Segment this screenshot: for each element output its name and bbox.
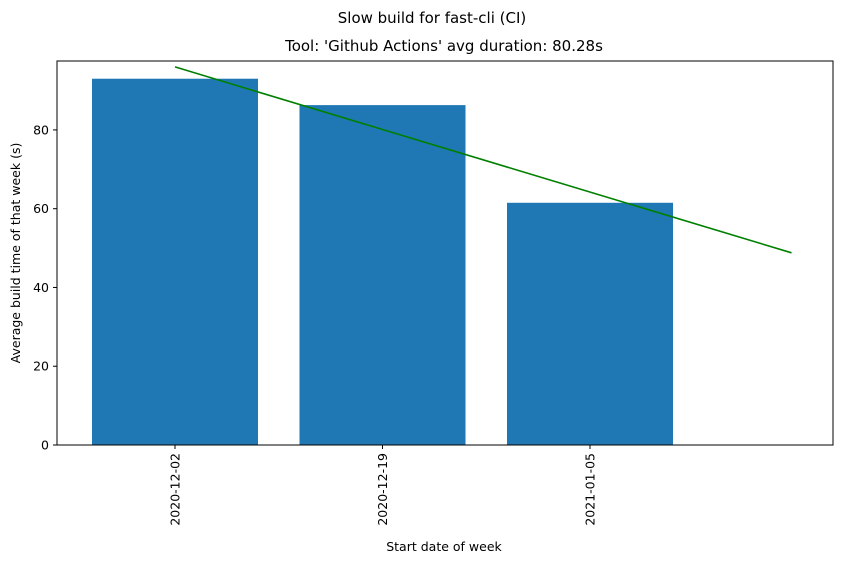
- y-tick-label-40: 40: [33, 280, 49, 295]
- y-axis-label: Average build time of that week (s): [8, 143, 23, 364]
- plot-frame: [56, 60, 834, 446]
- chart-title: Tool: 'Github Actions' avg duration: 80.…: [284, 37, 603, 55]
- y-tick-label-80: 80: [33, 122, 49, 137]
- bars-group: [92, 78, 673, 445]
- bar-2020-12-19: [299, 105, 466, 445]
- x-axis-label: Start date of week: [386, 539, 502, 554]
- bar-2021-01-05: [507, 202, 673, 445]
- trend-group: [174, 66, 792, 254]
- y-tick-label-20: 20: [33, 359, 49, 374]
- x-tick-label-2021-01-05: 2021-01-05: [583, 453, 598, 526]
- y-ticks-group: 0 20 40 60 80: [33, 122, 57, 453]
- chart-suptitle: Slow build for fast-cli (CI): [338, 9, 526, 27]
- bar-2020-12-02: [92, 78, 258, 445]
- x-ticks-group: 2020-12-02 2020-12-19 2021-01-05: [168, 445, 598, 526]
- y-tick-label-0: 0: [41, 438, 49, 453]
- y-tick-label-60: 60: [33, 201, 49, 216]
- x-tick-label-2020-12-02: 2020-12-02: [168, 453, 183, 526]
- x-tick-label-2020-12-19: 2020-12-19: [375, 453, 390, 526]
- trend-line: [174, 66, 792, 254]
